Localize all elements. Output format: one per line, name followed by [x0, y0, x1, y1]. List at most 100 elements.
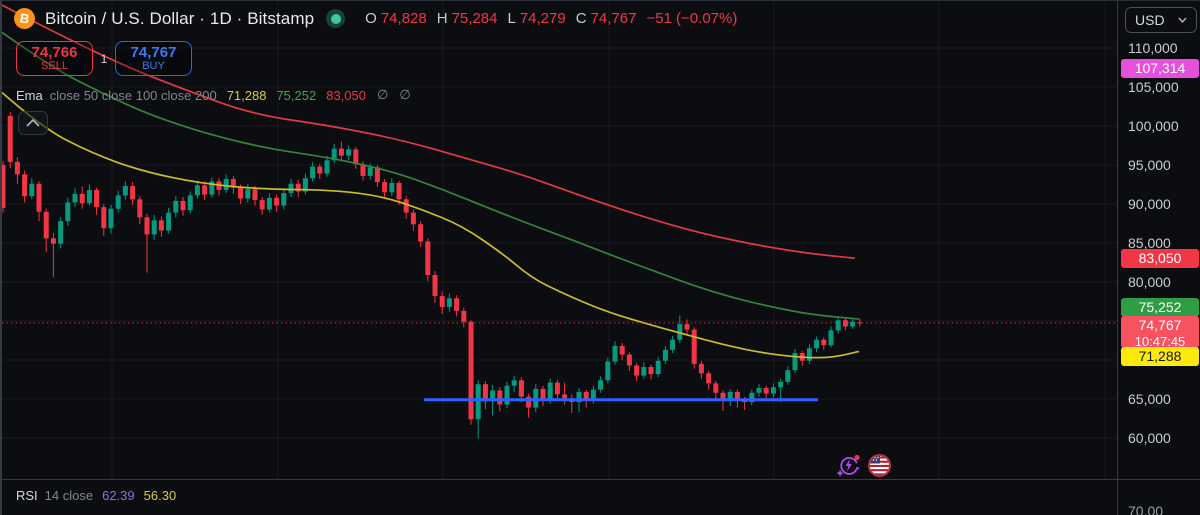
currency-selector[interactable]: USD	[1125, 7, 1197, 33]
price-tick: 80,000	[1128, 274, 1171, 290]
candle	[266, 193, 272, 213]
candle	[187, 191, 193, 214]
candle	[173, 196, 179, 218]
symbol-title[interactable]: Bitcoin / U.S. Dollar · 1D · Bitstamp	[45, 8, 315, 28]
candle	[43, 208, 49, 253]
candle	[432, 271, 438, 304]
us-flag-icon[interactable]	[866, 452, 893, 479]
ema-legend-title[interactable]: Ema	[16, 87, 43, 103]
ai-assistant-icon[interactable]	[835, 452, 862, 479]
candle	[756, 384, 762, 397]
sell-label: SELL	[41, 59, 68, 72]
candle	[94, 187, 100, 215]
high-value: 75,284	[451, 10, 498, 27]
rsi-legend: RSI 14 close 62.39 56.30	[16, 488, 176, 503]
price-tick: 90,000	[1128, 196, 1171, 212]
candle	[835, 316, 841, 334]
candle	[151, 214, 157, 240]
symbol-header: B Bitcoin / U.S. Dollar · 1D · Bitstamp …	[14, 8, 737, 29]
pane-separator[interactable]	[2, 479, 1200, 480]
candle	[526, 393, 532, 418]
price-tick: 100,000	[1128, 118, 1179, 134]
high-label: H	[436, 10, 448, 27]
candle	[511, 375, 517, 392]
currency-label: USD	[1135, 12, 1165, 28]
candle	[648, 364, 654, 380]
candle	[446, 293, 452, 312]
candlestick-chart	[2, 1, 1117, 479]
price-label: 75,252	[1121, 297, 1199, 317]
floating-icons	[835, 452, 893, 479]
candle	[108, 204, 114, 234]
bitcoin-logo-icon: B	[14, 8, 35, 29]
candle	[403, 196, 409, 219]
rsi-legend-title[interactable]: RSI	[16, 488, 38, 503]
spread-value: 1	[100, 51, 108, 66]
candle	[259, 196, 265, 215]
close-label: C	[575, 10, 587, 27]
candle	[684, 319, 690, 336]
candlestick-series	[2, 111, 863, 439]
candle	[137, 196, 143, 225]
candle	[698, 360, 704, 379]
chart-area[interactable]	[2, 1, 1117, 479]
candle	[338, 141, 344, 161]
candle	[569, 394, 575, 414]
candle	[468, 320, 474, 425]
buy-button[interactable]: 74,767 BUY	[115, 41, 192, 76]
candle	[842, 317, 848, 331]
candle	[677, 315, 683, 343]
price-label: 71,288	[1121, 347, 1199, 367]
low-value: 74,279	[519, 10, 566, 27]
candle	[29, 178, 35, 200]
candle	[7, 111, 13, 169]
buy-label: BUY	[142, 59, 165, 72]
candle	[821, 337, 827, 350]
candle	[857, 318, 863, 327]
candle	[778, 378, 784, 403]
ema-empty-icon[interactable]: ∅	[376, 87, 389, 102]
price-label: 74,767 10:47:45	[1121, 315, 1199, 348]
candle	[115, 190, 121, 213]
candle	[58, 217, 64, 249]
candle	[749, 389, 755, 406]
candle	[454, 295, 460, 317]
price-tick: 65,000	[1128, 391, 1171, 407]
candle	[166, 207, 172, 234]
candle	[216, 178, 222, 196]
candle	[14, 157, 20, 184]
candle	[274, 194, 280, 212]
candle	[382, 179, 388, 198]
ema-line	[2, 91, 860, 359]
candle	[36, 181, 42, 222]
candle	[245, 183, 251, 203]
rsi-axis-tick: 70.00	[1128, 503, 1164, 515]
chevron-up-icon	[26, 119, 40, 127]
rsi-legend-params: 14 close	[44, 488, 94, 503]
candle	[158, 216, 164, 237]
market-status-icon[interactable]	[326, 9, 346, 28]
candle	[317, 163, 323, 180]
candle	[202, 181, 208, 201]
candle	[288, 179, 294, 197]
candle	[792, 349, 798, 374]
candle	[223, 174, 229, 194]
candle	[209, 177, 215, 198]
candle	[598, 376, 604, 393]
candle	[396, 180, 402, 205]
price-tick: 110,000	[1128, 40, 1178, 56]
candle	[122, 181, 128, 200]
low-label: L	[507, 10, 516, 27]
candle	[670, 335, 676, 353]
ema-empty-icon[interactable]: ∅	[399, 87, 411, 102]
candle	[763, 385, 769, 399]
candle	[619, 342, 625, 360]
candle	[281, 188, 287, 210]
ema50-value: 71,288	[226, 87, 267, 103]
collapse-legend-button[interactable]	[18, 111, 48, 135]
price-axis[interactable]: USD 110,000 105,000 100,000 95,000 90,000 85,…	[1117, 1, 1200, 515]
close-value: 74,767	[590, 10, 637, 27]
sell-price: 74,766	[31, 43, 78, 61]
sell-button[interactable]: 74,766 SELL	[16, 41, 93, 76]
